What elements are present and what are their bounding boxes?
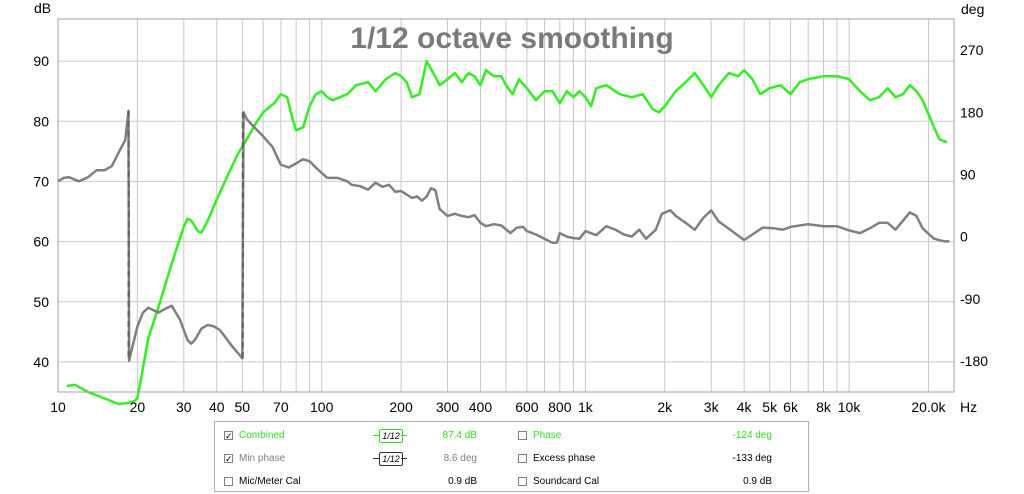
x-tick-label: 50	[235, 399, 251, 415]
plot-border	[57, 18, 955, 393]
x-tick-label: 10k	[838, 399, 862, 415]
x-tick-label: 800	[548, 399, 572, 415]
legend-value: 0.9 dB	[743, 476, 772, 487]
x-tick-label: 4k	[737, 399, 753, 415]
frequency-response-chart: 1/12 octave smoothing dB deg Hz 10 20 30 40…	[33, 0, 988, 415]
legend-checkbox[interactable]	[518, 431, 527, 440]
smoothing-selector[interactable]: 1/12	[373, 452, 407, 466]
legend-label: Min phase	[239, 453, 286, 464]
x-tick-label: 600	[515, 399, 539, 415]
y-left-tick-label: 50	[33, 294, 49, 310]
y-right-axis-label: deg	[961, 1, 984, 17]
y-right-tick-label: -180	[960, 353, 988, 369]
smoothing-dash	[373, 435, 379, 436]
x-tick-label: 400	[469, 399, 493, 415]
legend-panel: ✓ Combined 1/12 87.4 dB Phase -124 deg ✓ Min ph…	[214, 421, 809, 492]
x-tick-label: 1k	[578, 399, 594, 415]
x-tick-label: 30	[176, 399, 192, 415]
y-left-tick-label: 90	[33, 53, 49, 69]
legend-label: Combined	[239, 430, 285, 441]
series-layer	[57, 59, 950, 406]
legend-value: 0.9 dB	[448, 476, 477, 487]
x-tick-label: 70	[273, 399, 289, 415]
y-left-tick-label: 40	[33, 354, 49, 370]
smoothing-dash	[401, 435, 407, 436]
smoothing-dash	[401, 458, 407, 459]
y-left-axis-label: dB	[34, 0, 51, 16]
series-line-min-phase	[57, 109, 950, 363]
y-right-tick-label: 90	[960, 166, 976, 182]
x-tick-label: 200	[389, 399, 413, 415]
y-right-tick-label: 270	[960, 42, 984, 58]
legend-label: Phase	[533, 430, 562, 441]
legend-checkbox[interactable]	[518, 454, 527, 463]
x-tick-label: 6k	[783, 399, 799, 415]
smoothing-label: 1/12	[379, 452, 403, 466]
grid	[58, 19, 954, 392]
legend-value: -124 deg	[732, 430, 772, 441]
x-tick-label: 5k	[762, 399, 778, 415]
legend-checkbox[interactable]	[224, 477, 233, 486]
y-right-tick-label: 180	[960, 104, 984, 120]
smoothing-dash	[373, 458, 379, 459]
x-axis-unit: Hz	[960, 399, 977, 415]
y-right-tick-label: -90	[960, 291, 980, 307]
x-tick-label: 10	[50, 399, 66, 415]
legend-label: Mic/Meter Cal	[239, 476, 301, 487]
x-tick-label: 20.0k	[911, 399, 946, 415]
legend-checkbox[interactable]: ✓	[224, 431, 233, 441]
x-axis-ticks: 10 20 30 40 50 70 100 200 300 400 600 800 1k 2k 3k 4k 5k…	[50, 399, 946, 415]
legend-checkbox[interactable]: ✓	[224, 454, 233, 464]
legend-value: -133 deg	[732, 453, 772, 464]
x-tick-label: 20	[130, 399, 146, 415]
x-tick-label: 300	[436, 399, 460, 415]
smoothing-selector[interactable]: 1/12	[373, 429, 407, 443]
smoothing-label: 1/12	[379, 429, 403, 443]
y-left-tick-label: 60	[33, 234, 49, 250]
y-left-tick-label: 70	[33, 173, 49, 189]
x-tick-label: 40	[209, 399, 225, 415]
legend-checkbox[interactable]	[518, 477, 527, 486]
x-tick-label: 3k	[704, 399, 720, 415]
legend-label: Excess phase	[533, 453, 596, 464]
y-left-tick-label: 80	[33, 113, 49, 129]
legend-value: 8.6 deg	[443, 453, 477, 464]
y-left-axis-ticks: 40 50 60 70 80 90	[33, 53, 49, 370]
chart-title: 1/12 octave smoothing	[350, 22, 673, 55]
x-tick-label: 100	[310, 399, 334, 415]
legend-value: 87.4 dB	[442, 430, 477, 441]
x-tick-label: 8k	[816, 399, 832, 415]
series-line-combined	[66, 59, 948, 406]
x-tick-label: 2k	[657, 399, 673, 415]
y-right-axis-ticks: -180 -90 0 90 180 270	[960, 42, 988, 369]
y-right-tick-label: 0	[960, 229, 968, 245]
legend-label: Soundcard Cal	[533, 476, 600, 487]
